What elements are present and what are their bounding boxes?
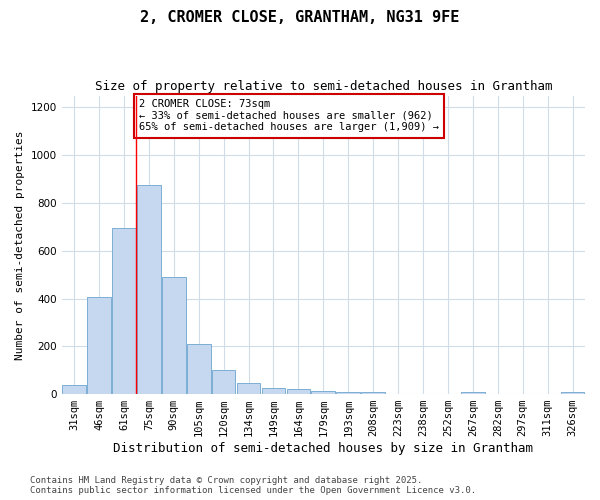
Bar <box>87 298 111 394</box>
Text: Contains HM Land Registry data © Crown copyright and database right 2025.
Contai: Contains HM Land Registry data © Crown c… <box>30 476 476 495</box>
Bar <box>337 392 360 394</box>
Text: 2 CROMER CLOSE: 73sqm
← 33% of semi-detached houses are smaller (962)
65% of sem: 2 CROMER CLOSE: 73sqm ← 33% of semi-deta… <box>139 99 439 132</box>
Bar <box>561 392 584 394</box>
Bar <box>137 185 161 394</box>
X-axis label: Distribution of semi-detached houses by size in Grantham: Distribution of semi-detached houses by … <box>113 442 533 455</box>
Bar <box>287 390 310 394</box>
Bar <box>461 392 485 394</box>
Bar <box>162 277 185 394</box>
Bar <box>187 344 211 394</box>
Bar <box>62 384 86 394</box>
Y-axis label: Number of semi-detached properties: Number of semi-detached properties <box>15 130 25 360</box>
Bar <box>237 384 260 394</box>
Text: 2, CROMER CLOSE, GRANTHAM, NG31 9FE: 2, CROMER CLOSE, GRANTHAM, NG31 9FE <box>140 10 460 25</box>
Bar <box>112 228 136 394</box>
Bar <box>212 370 235 394</box>
Bar <box>262 388 286 394</box>
Bar <box>361 392 385 394</box>
Title: Size of property relative to semi-detached houses in Grantham: Size of property relative to semi-detach… <box>95 80 552 93</box>
Bar <box>311 390 335 394</box>
